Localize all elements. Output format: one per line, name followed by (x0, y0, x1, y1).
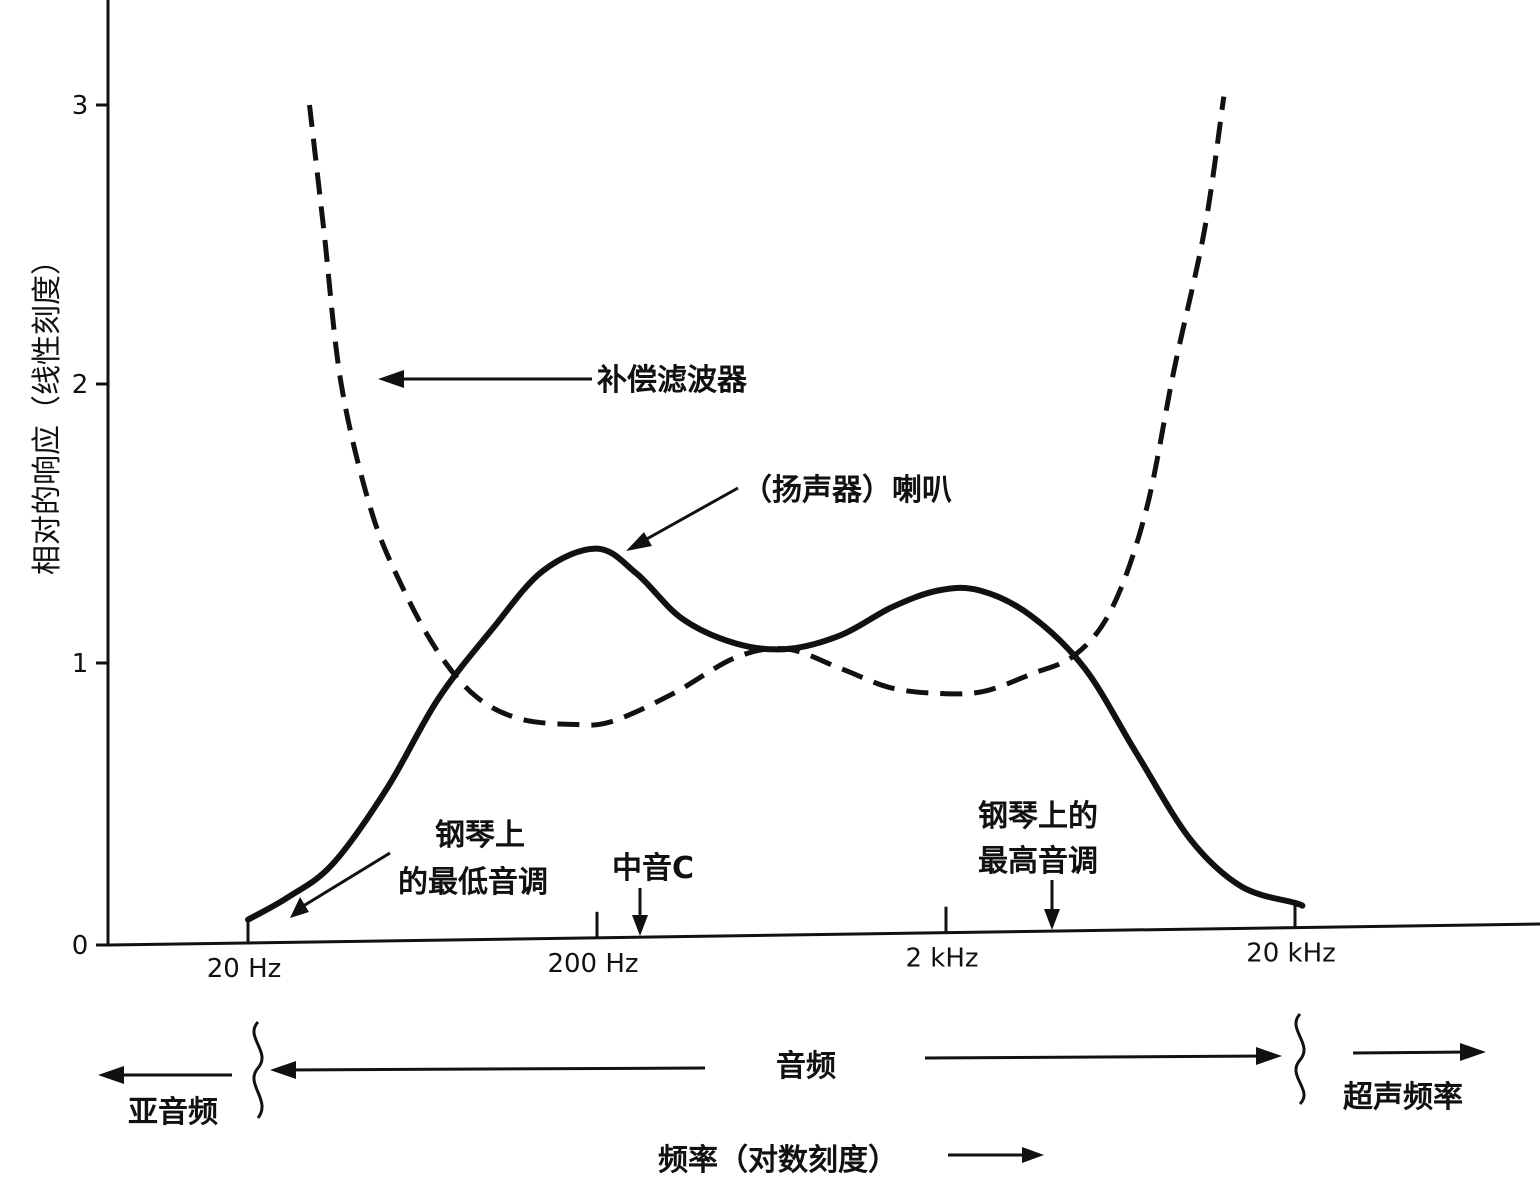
highest-note-annotation: 钢琴上的 最高音调 (978, 799, 1098, 930)
boundary-squiggle-high (1294, 1012, 1306, 1106)
infrasonic-arrow-head (98, 1066, 124, 1084)
x-axis-label: 频率（对数刻度） (658, 1143, 898, 1178)
compensation-filter-line (307, 96, 1227, 728)
ultrasonic-arrow-line (1352, 1050, 1473, 1055)
speaker-arrow-line (635, 486, 739, 547)
speaker-annotation: （扬声器）喇叭 (626, 473, 952, 551)
y-tick-label-2: 2 (72, 370, 89, 400)
boundary-squiggle-low (252, 1020, 264, 1119)
x-ticks: 20 Hz 200 Hz 2 kHz 20 kHz (207, 901, 1336, 984)
lowest-note-arrow-head (290, 897, 309, 918)
infrasonic-label: 亚音频 (128, 1095, 218, 1130)
speaker-label: （扬声器）喇叭 (742, 473, 952, 508)
audio-left-arrow-head (270, 1061, 296, 1079)
x-axis (107, 922, 1540, 947)
middle-c-arrow-head (632, 915, 648, 936)
y-axis-label: 相对的响应（线性刻度） (30, 245, 65, 575)
audio-left-arrow-line (283, 1066, 706, 1072)
y-tick-label-1: 1 (72, 649, 89, 679)
filter-label: 补偿滤波器 (597, 363, 748, 398)
ultrasonic-label: 超声频率 (1343, 1080, 1463, 1115)
filter-arrow-head (378, 370, 404, 388)
frequency-bands: 亚音频 音频 超声频率 (98, 1012, 1486, 1130)
x-tick-label-1: 200 Hz (547, 949, 638, 979)
x-tick-label-3: 20 kHz (1246, 939, 1336, 969)
audio-right-arrow-head (1256, 1047, 1282, 1065)
highest-note-arrow-head (1044, 909, 1060, 930)
y-tick-label-3: 3 (72, 91, 89, 121)
highest-note-label-line1: 钢琴上的 (978, 799, 1098, 834)
lowest-note-annotation: 钢琴上 的最低音调 (290, 818, 548, 918)
filter-annotation: 补偿滤波器 (378, 363, 748, 398)
middle-c-annotation: 中音C (612, 851, 694, 936)
audio-label: 音频 (776, 1049, 836, 1084)
highest-note-label-line2: 最高音调 (978, 844, 1098, 879)
y-tick-label-0: 0 (72, 931, 89, 961)
lowest-note-arrow-line (299, 851, 391, 910)
lowest-note-label-line1: 钢琴上 (435, 818, 525, 853)
x-tick-label-2: 2 kHz (905, 944, 978, 974)
lowest-note-label-line2: 的最低音调 (398, 865, 548, 900)
x-tick-label-0: 20 Hz (207, 954, 282, 984)
middle-c-label: 中音C (612, 851, 694, 886)
y-ticks: 0 1 2 3 (72, 91, 108, 961)
speaker-arrow-head (626, 532, 652, 551)
ultrasonic-arrow-head (1460, 1043, 1486, 1061)
x-axis-title: 频率（对数刻度） (658, 1143, 1044, 1178)
x-axis-label-arrow-head (1022, 1147, 1044, 1163)
audio-right-arrow-line (924, 1054, 1269, 1060)
